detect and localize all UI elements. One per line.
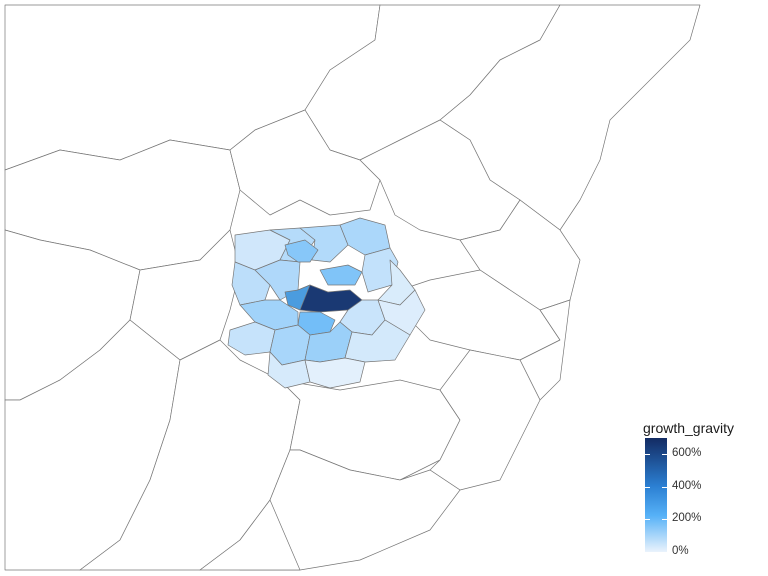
- legend-tick-mark: [662, 519, 667, 521]
- legend-tick-label: 200%: [672, 512, 702, 525]
- region-growth: [284, 284, 311, 311]
- legend-tick-label: 0%: [672, 545, 689, 557]
- region-upper-middle: [229, 109, 381, 216]
- legend-tick-label: 600%: [672, 447, 702, 460]
- region-south-east: [429, 349, 541, 491]
- legend-tick-mark: [662, 454, 667, 456]
- color-legend: growth_gravity 0% 200% 400% 600%: [643, 420, 763, 560]
- legend-tick-mark: [645, 519, 650, 521]
- legend-tick-mark: [645, 454, 650, 456]
- region-south: [239, 449, 461, 571]
- region-far-south: [199, 499, 301, 571]
- region-growth: [339, 217, 391, 256]
- legend-color-bar: [645, 438, 667, 552]
- region-boundaries: [4, 4, 701, 571]
- region-growth: [304, 357, 366, 389]
- region-growth: [319, 264, 363, 286]
- region-growth: [284, 239, 319, 263]
- region-south-central: [279, 379, 461, 481]
- legend-tick-mark: [662, 486, 667, 488]
- region-growth: [227, 321, 276, 356]
- legend-tick-mark: [645, 552, 650, 553]
- legend-tick-mark: [645, 486, 650, 488]
- legend-title: growth_gravity: [643, 420, 735, 436]
- legend-tick-mark: [662, 552, 667, 553]
- filled-regions: [227, 217, 426, 389]
- legend-tick-label: 400%: [672, 479, 702, 492]
